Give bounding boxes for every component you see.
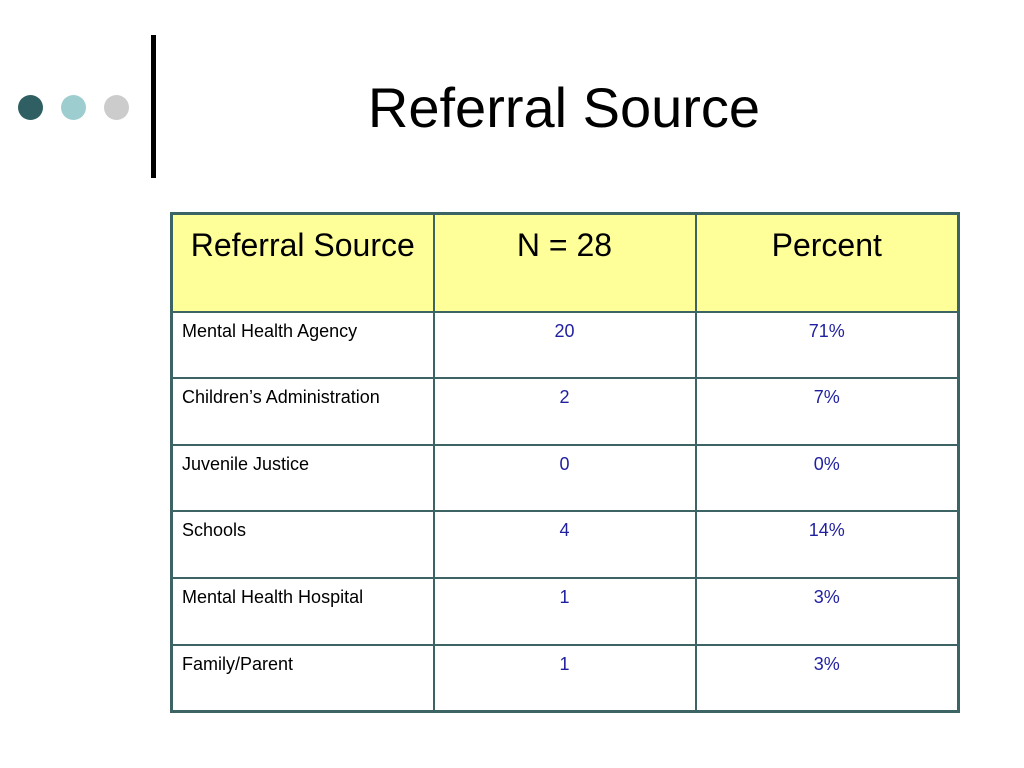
row-percent-value: 7% — [694, 377, 960, 446]
table-row: Children’s Administration 2 7% — [170, 377, 960, 446]
row-source-label: Schools — [170, 510, 435, 580]
row-n-value: 20 — [432, 310, 697, 380]
slide-title: Referral Source — [367, 76, 761, 139]
row-source-label: Mental Health Hospital — [170, 577, 435, 646]
table-row: Schools 4 14% — [170, 510, 960, 580]
header-referral-source: Referral Source — [170, 212, 435, 313]
row-n-value: 1 — [432, 643, 697, 713]
row-source-label: Family/Parent — [170, 643, 435, 713]
row-percent-value: 14% — [694, 510, 960, 580]
referral-table-container: Referral Source N = 28 Percent Mental He… — [170, 212, 960, 713]
bullet-dot-dark-icon — [18, 95, 43, 120]
bullet-dot-gray-icon — [104, 95, 129, 120]
bullet-dot-light-icon — [61, 95, 86, 120]
row-source-label: Juvenile Justice — [170, 443, 435, 513]
table-header-row: Referral Source N = 28 Percent — [170, 212, 960, 313]
row-n-value: 4 — [432, 510, 697, 580]
row-n-value: 0 — [432, 443, 697, 513]
row-source-label: Children’s Administration — [170, 377, 435, 446]
table-row: Family/Parent 1 3% — [170, 643, 960, 713]
referral-table: Referral Source N = 28 Percent Mental He… — [170, 212, 960, 713]
row-percent-value: 0% — [694, 443, 960, 513]
table-row: Mental Health Agency 20 71% — [170, 310, 960, 380]
row-source-label: Mental Health Agency — [170, 310, 435, 380]
table-row: Juvenile Justice 0 0% — [170, 443, 960, 513]
row-n-value: 2 — [432, 377, 697, 446]
row-percent-value: 3% — [694, 577, 960, 646]
table-body: Mental Health Agency 20 71% Children’s A… — [170, 310, 960, 713]
title-divider — [151, 35, 156, 178]
row-percent-value: 3% — [694, 643, 960, 713]
header-percent: Percent — [694, 212, 960, 313]
header-n: N = 28 — [432, 212, 697, 313]
table-row: Mental Health Hospital 1 3% — [170, 577, 960, 646]
row-n-value: 1 — [432, 577, 697, 646]
row-percent-value: 71% — [694, 310, 960, 380]
